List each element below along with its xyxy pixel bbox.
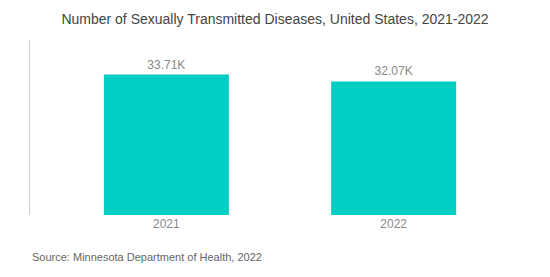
svg-text:Number of Sexually Transmitted: Number of Sexually Transmitted Diseases,… [61,11,488,27]
svg-text:2021: 2021 [153,217,180,231]
svg-text:Source: Minnesota Department o: Source: Minnesota Department of Health, … [32,251,262,263]
svg-text:32.07K: 32.07K [375,64,413,78]
svg-text:2022: 2022 [380,217,407,231]
svg-text:33.71K: 33.71K [147,58,185,72]
